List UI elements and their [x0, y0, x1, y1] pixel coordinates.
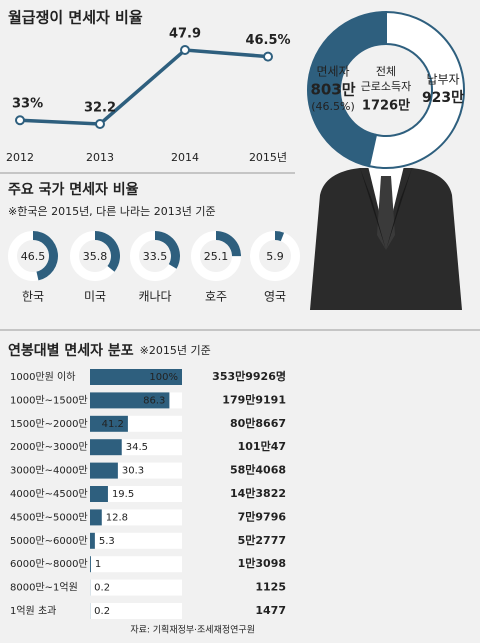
- count-label: 1만3098: [238, 556, 286, 570]
- bar: [90, 369, 182, 385]
- category-label: 호주: [205, 290, 227, 304]
- chart-title: 주요 국가 면세자 비율: [8, 181, 139, 198]
- donut-arc: [95, 231, 120, 272]
- line: [19, 48, 269, 126]
- point: [95, 119, 105, 129]
- category-label: 5000만~6000만: [10, 535, 88, 547]
- title-text: 연봉대별 면세자 분포: [8, 342, 134, 359]
- chart-title: 연봉대별 면세자 분포 ※2015년 기준: [8, 342, 211, 359]
- source: 자료: 기획재정부·조세재정연구원: [130, 624, 255, 636]
- value-label: 47.9: [169, 27, 201, 42]
- count-label: 179만9191: [222, 392, 286, 406]
- category-label: 3000만~4000만: [10, 465, 88, 477]
- count-label: 58만4068: [230, 463, 286, 477]
- value-label: 46.5%: [245, 33, 290, 48]
- point: [180, 45, 190, 55]
- value-label: 41.2: [102, 419, 124, 430]
- category-label: 4000만~4500만: [10, 488, 88, 500]
- value-label: 12.8: [106, 512, 128, 523]
- category-label: 6000만~8000만: [10, 558, 88, 570]
- bar: [90, 509, 102, 526]
- value-label: 5.3: [99, 536, 115, 547]
- value-label: 100%: [149, 372, 178, 383]
- category-label: 한국: [22, 290, 44, 304]
- slice-label: 면세자: [316, 65, 349, 79]
- donut-value: 5.9: [266, 250, 284, 263]
- slice-value: 803만: [310, 81, 355, 99]
- x-tick-label: 2013: [86, 151, 114, 164]
- value-label: 30.3: [122, 466, 144, 477]
- value-label: 33%: [12, 97, 43, 112]
- bar-track: [90, 509, 182, 526]
- bar-track: [90, 603, 182, 619]
- chart-title: 월급쟁이 면세자 비율: [8, 9, 143, 27]
- count-label: 353만9926명: [212, 369, 286, 383]
- count-label: 80만8667: [230, 416, 286, 430]
- bar: [90, 439, 122, 456]
- category-label: 1억원 초과: [10, 605, 56, 617]
- center-title: 전체: [376, 65, 396, 78]
- slice-value: 923만: [422, 90, 464, 106]
- count-label: 5만2777: [238, 533, 286, 547]
- value-label: 34.5: [126, 442, 148, 453]
- bar: [90, 415, 128, 432]
- donut-arc: [155, 231, 181, 269]
- donut-arc: [216, 230, 241, 257]
- count-label: 7만9796: [238, 509, 287, 523]
- donut-value: 46.5: [21, 250, 46, 263]
- bar: [90, 486, 108, 502]
- center-title: 근로소득자: [361, 80, 412, 93]
- share-label: (46.5%): [311, 100, 355, 113]
- count-label: 101만47: [238, 439, 286, 453]
- bar-track: [90, 556, 182, 573]
- point: [15, 115, 25, 126]
- x-tick-label: 2012: [6, 151, 34, 164]
- donut-value: 35.8: [83, 250, 108, 263]
- bar: [90, 462, 118, 479]
- subtitle-text: ※2015년 기준: [140, 344, 211, 357]
- bar-track: [90, 579, 182, 596]
- bar: [90, 556, 91, 573]
- value-label: 0.2: [94, 606, 110, 617]
- count-label: 1477: [255, 604, 286, 617]
- bar: [90, 392, 170, 409]
- bar-track: [90, 486, 182, 502]
- slice-label: 납부자: [426, 73, 459, 87]
- count-label: 14만3822: [230, 486, 286, 500]
- value-label: 1: [95, 559, 101, 570]
- category-label: 미국: [84, 290, 106, 304]
- pie-slice: [367, 10, 465, 169]
- category-label: 1000만~1500만: [10, 394, 88, 406]
- donut-arc: [33, 231, 59, 281]
- donut-value: 25.1: [204, 250, 229, 263]
- value-label: 86.3: [143, 395, 165, 406]
- category-label: 2000만~3000만: [10, 441, 88, 453]
- category-label: 8000만~1억원: [10, 582, 78, 594]
- value-label: 19.5: [112, 489, 134, 500]
- x-tick-label: 2015년: [249, 151, 287, 164]
- chart-subtitle: ※한국은 2015년, 다른 나라는 2013년 기준: [8, 205, 216, 218]
- category-label: 영국: [264, 290, 286, 304]
- category-label: 4500만~5000만: [10, 511, 88, 523]
- pie-slice: [307, 10, 387, 168]
- value-label: 0.2: [94, 583, 110, 594]
- center-label: 1726만: [362, 98, 410, 114]
- category-label: 1000만원 이하: [10, 370, 75, 383]
- x-tick-label: 2014: [171, 151, 199, 164]
- count-label: 1125: [255, 581, 286, 594]
- value-label: 32.2: [84, 101, 116, 116]
- donut-value: 33.5: [143, 250, 168, 263]
- suit-figure: [310, 166, 462, 310]
- category-label: 캐나다: [138, 290, 171, 304]
- bar-track: [90, 532, 182, 549]
- bar: [90, 532, 95, 549]
- category-label: 1500만~2000만: [10, 418, 88, 430]
- point: [263, 51, 273, 62]
- donut-arc: [275, 231, 285, 242]
